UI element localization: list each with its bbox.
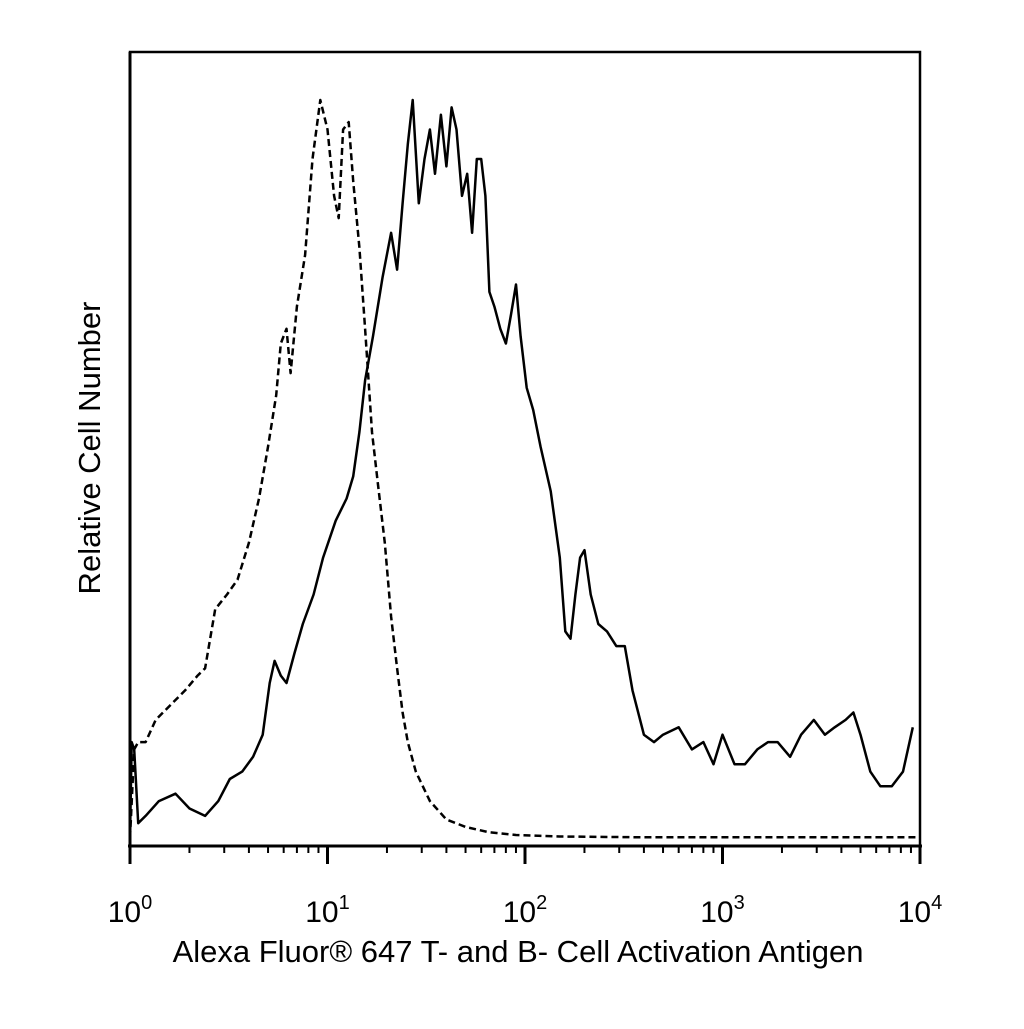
x-tick-label: 104 xyxy=(898,892,943,929)
x-axis-title: Alexa Fluor® 647 T- and B- Cell Activati… xyxy=(173,934,864,969)
series-group xyxy=(128,98,916,839)
x-tick-label: 101 xyxy=(305,892,350,929)
plot-frame xyxy=(128,50,922,848)
y-axis-title: Relative Cell Number xyxy=(72,302,107,595)
x-tick-label: 103 xyxy=(700,892,745,929)
x-tick-label: 102 xyxy=(503,892,548,929)
x-tick-labels: 100 101 102 103 104 xyxy=(108,892,943,929)
x-ticks xyxy=(128,846,922,864)
x-tick-label: 100 xyxy=(108,892,153,929)
sample-solid-histogram xyxy=(128,98,915,839)
control-dashed-histogram xyxy=(128,98,916,839)
